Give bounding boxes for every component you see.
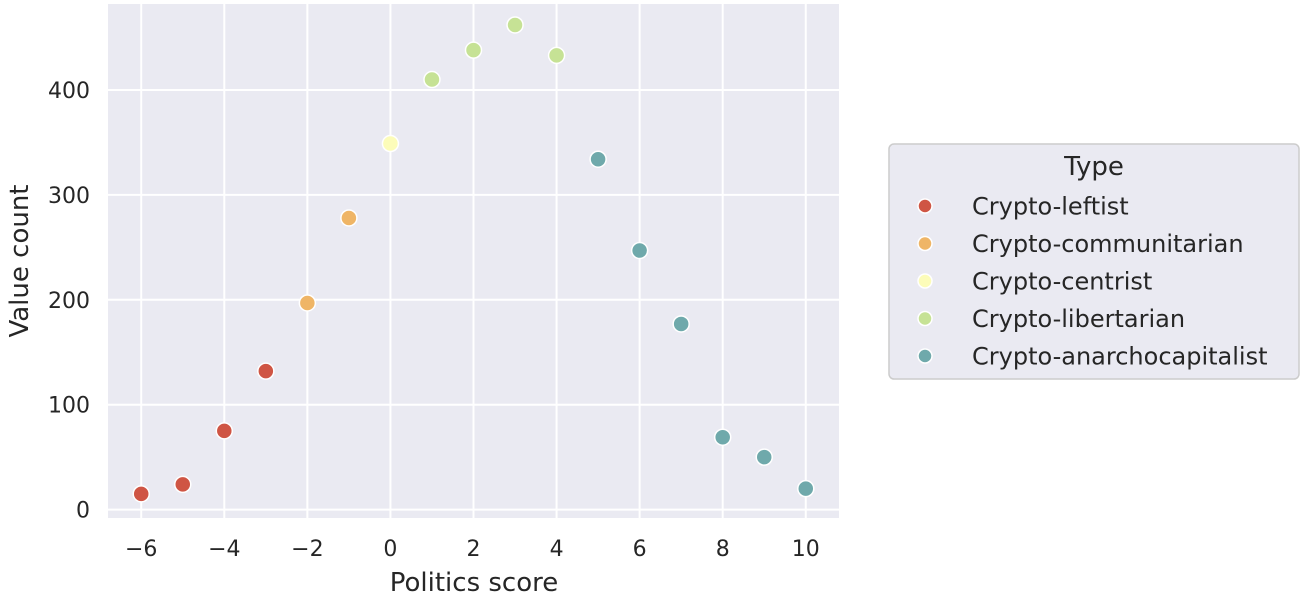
data-point bbox=[381, 134, 400, 153]
x-tick-label: −6 bbox=[125, 537, 157, 562]
y-axis-label: Value count bbox=[5, 184, 35, 337]
legend-label: Crypto-anarchocapitalist bbox=[972, 343, 1268, 371]
data-point bbox=[215, 422, 234, 440]
x-tick-label: −4 bbox=[208, 537, 240, 562]
x-tick-label: 4 bbox=[550, 537, 564, 562]
data-point bbox=[797, 479, 815, 498]
y-tick-labels: 0 100 200 300 400 bbox=[48, 79, 90, 524]
data-point bbox=[298, 294, 317, 312]
x-tick-label: −2 bbox=[291, 537, 323, 562]
x-tick-label: 6 bbox=[633, 537, 647, 562]
data-point bbox=[423, 70, 441, 89]
data-point bbox=[755, 448, 773, 466]
y-tick-label: 100 bbox=[48, 394, 90, 419]
legend: Type Crypto-leftistCrypto-communitarianC… bbox=[888, 143, 1300, 380]
data-point bbox=[174, 475, 192, 494]
data-point bbox=[132, 485, 150, 503]
legend-marker bbox=[917, 198, 933, 214]
legend-marker bbox=[917, 348, 933, 364]
data-point bbox=[630, 241, 649, 260]
y-tick-label: 300 bbox=[48, 184, 90, 209]
y-tick-label: 400 bbox=[48, 79, 90, 104]
x-tick-label: 8 bbox=[716, 537, 730, 562]
data-point bbox=[672, 315, 690, 333]
legend-label: Crypto-centrist bbox=[972, 268, 1152, 296]
data-point bbox=[340, 209, 358, 227]
legend-label: Crypto-leftist bbox=[972, 193, 1129, 221]
legend-marker bbox=[917, 273, 933, 289]
x-tick-labels: −6 −4 −2 0 2 4 6 8 10 bbox=[125, 537, 820, 562]
grid-lines bbox=[108, 4, 839, 518]
legend-box bbox=[888, 143, 1300, 380]
legend-label: Crypto-communitarian bbox=[972, 230, 1244, 258]
data-point bbox=[547, 46, 566, 65]
data-point bbox=[713, 428, 732, 446]
x-tick-label: 10 bbox=[792, 537, 820, 562]
legend-marker bbox=[917, 310, 933, 327]
legend-title: Type bbox=[1063, 152, 1124, 182]
y-tick-label: 0 bbox=[76, 499, 90, 524]
legend-label: Crypto-libertarian bbox=[972, 305, 1185, 333]
data-points bbox=[132, 16, 815, 503]
y-tick-label: 200 bbox=[48, 289, 90, 314]
x-tick-label: 2 bbox=[467, 537, 481, 562]
data-point bbox=[589, 150, 607, 168]
x-tick-label: 0 bbox=[383, 537, 397, 562]
legend-items: Crypto-leftist Crypto-communitarian Crypto… bbox=[917, 193, 1268, 371]
x-axis-label: Politics score bbox=[390, 568, 559, 598]
data-point bbox=[464, 41, 483, 59]
legend-marker bbox=[917, 235, 933, 252]
data-point bbox=[257, 362, 275, 380]
data-point bbox=[506, 16, 524, 34]
